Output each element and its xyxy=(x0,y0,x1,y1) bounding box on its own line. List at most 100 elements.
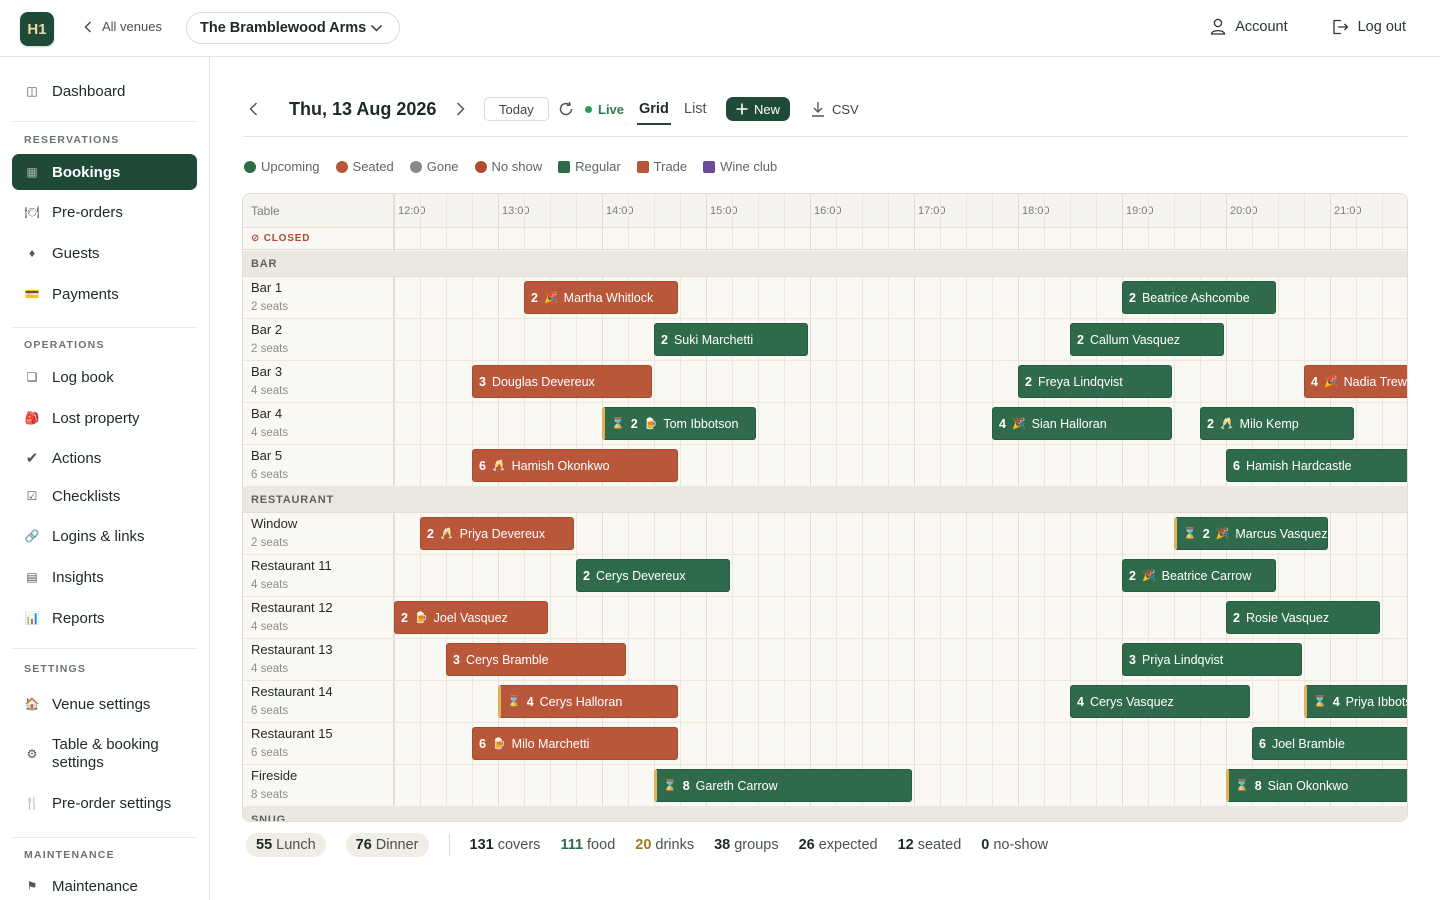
sidebar-item-pre-orders[interactable]: 🍽 Pre-orders xyxy=(12,200,197,224)
booking-block[interactable]: ⌛ 4 Priya Ibbotson xyxy=(1304,685,1407,718)
booking-block[interactable]: ⌛ 4 Cerys Halloran xyxy=(498,685,678,718)
booking-block[interactable]: 3 Cerys Bramble xyxy=(446,643,626,676)
booking-block[interactable]: 2 🥂 Milo Kemp xyxy=(1200,407,1354,440)
section-label-settings: SETTINGS xyxy=(24,663,87,675)
booking-block[interactable]: 2 Suki Marchetti xyxy=(654,323,808,356)
table-name: Restaurant 11 xyxy=(251,558,332,573)
cutlery-icon: 🍴 xyxy=(24,796,40,810)
sidebar-item-log-book[interactable]: ❏ Log book xyxy=(12,365,197,389)
logout-button[interactable]: Log out xyxy=(1332,18,1406,35)
sidebar-item-label: Dashboard xyxy=(52,82,126,100)
tab-grid[interactable]: Grid xyxy=(637,93,671,125)
booking-block[interactable]: 4 🎉 Nadia Trewin xyxy=(1304,365,1407,398)
log-book-icon: ❏ xyxy=(26,370,38,384)
legend-label: Trade xyxy=(653,159,688,174)
legend-label: Seated xyxy=(352,159,394,174)
grid-header: Table 12:00 13:00 14:00 15:00 16:00 17:00 18:0… xyxy=(243,194,1407,228)
prev-day-button[interactable] xyxy=(249,93,269,125)
booking-block[interactable]: 2 🎉 Beatrice Carrow xyxy=(1122,559,1276,592)
sidebar-item-guests[interactable]: ♦ Guests xyxy=(12,241,197,265)
sidebar-item-bookings[interactable]: ▦ Bookings xyxy=(12,154,197,190)
booking-block[interactable]: 4 🎉 Sian Halloran xyxy=(992,407,1172,440)
booking-guest-name: Milo Marchetti xyxy=(511,736,590,751)
dinner-covers-pill[interactable]: 76 Dinner xyxy=(345,833,429,857)
sidebar-item-label: Maintenance xyxy=(52,877,138,895)
csv-download-button[interactable]: CSV xyxy=(811,93,859,125)
sidebar-item-checklists[interactable]: ☑ Checklists xyxy=(12,484,197,508)
booking-block[interactable]: 3 Priya Lindqvist xyxy=(1122,643,1302,676)
booking-block[interactable]: ⌛ 2 🍺 Tom Ibbotson xyxy=(602,407,756,440)
sidebar-item-dashboard[interactable]: ◫ Dashboard xyxy=(12,79,197,103)
booking-block[interactable]: ⌛ 2 🎉 Marcus Vasquez xyxy=(1174,517,1328,550)
insights-icon: ▤ xyxy=(26,570,38,584)
booking-covers: 4 xyxy=(526,694,534,709)
venue-select[interactable]: The Bramblewood Arms xyxy=(186,12,400,44)
booking-block[interactable]: 2 Beatrice Ashcombe xyxy=(1122,281,1276,314)
table-row: Window 2 seats 2 🥂 Priya Devereux ⌛ 2 🎉 Marcus V… xyxy=(243,513,1407,555)
dinner-value: 76 xyxy=(355,837,372,853)
hour-label: 20:00 xyxy=(1230,205,1258,217)
sidebar-item-lost-property[interactable]: 🎒 Lost property xyxy=(12,406,197,430)
drinks-label: drinks xyxy=(655,837,695,853)
drinks-stat: 20 drinks xyxy=(635,837,694,853)
lunch-covers-pill[interactable]: 55 Lunch xyxy=(246,833,326,857)
check-icon: ✔ xyxy=(25,450,39,467)
booking-block[interactable]: 2 🎉 Martha Whitlock xyxy=(524,281,678,314)
dinner-label: Dinner xyxy=(375,837,419,853)
booking-block[interactable]: 2 🍺 Joel Vasquez xyxy=(394,601,548,634)
sidebar-item-venue-settings[interactable]: 🏠 Venue settings xyxy=(12,692,197,716)
booking-block[interactable]: 2 Cerys Devereux xyxy=(576,559,730,592)
booking-block[interactable]: 6 Joel Bramble xyxy=(1252,727,1407,760)
chevron-left-icon xyxy=(84,20,92,33)
today-button[interactable]: Today xyxy=(484,97,549,121)
booking-guest-name: Priya Devereux xyxy=(459,526,546,541)
sidebar-divider xyxy=(12,327,197,328)
tab-list[interactable]: List xyxy=(684,101,707,117)
table-row: Bar 1 2 seats 2 🎉 Martha Whitlock 2 Beatrice A… xyxy=(243,277,1407,319)
sidebar-item-label: Reports xyxy=(52,609,105,627)
sidebar-item-insights[interactable]: ▤ Insights xyxy=(12,565,197,589)
booking-block[interactable]: 2 Callum Vasquez xyxy=(1070,323,1224,356)
table-seats: 4 seats xyxy=(251,621,289,633)
account-button[interactable]: Account xyxy=(1210,18,1288,35)
booking-covers: 3 xyxy=(453,652,460,667)
legend-label: Regular xyxy=(575,159,621,174)
refresh-button[interactable] xyxy=(558,93,576,125)
booking-block[interactable]: 6 🍺 Milo Marchetti xyxy=(472,727,678,760)
booking-block[interactable]: 4 Cerys Vasquez xyxy=(1070,685,1250,718)
no-show-stat: 0 no-show xyxy=(981,837,1048,853)
booking-guest-name: Martha Whitlock xyxy=(563,290,654,305)
booking-block[interactable]: 6 Hamish Hardcastle xyxy=(1226,449,1407,482)
sidebar-item-actions[interactable]: ✔ Actions xyxy=(12,446,197,470)
sidebar-item-pre-order-settings[interactable]: 🍴 Pre-order settings xyxy=(12,791,197,815)
booking-guest-name: Callum Vasquez xyxy=(1089,332,1181,347)
sidebar-item-reports[interactable]: 📊 Reports xyxy=(12,606,197,630)
sidebar-item-payments[interactable]: 💳 Payments xyxy=(12,282,197,306)
next-day-button[interactable] xyxy=(456,93,476,125)
table-seats: 6 seats xyxy=(251,705,289,717)
booking-block[interactable]: 2 Freya Lindqvist xyxy=(1018,365,1172,398)
all-venues-label: All venues xyxy=(102,19,162,34)
bar-chart-icon: 📊 xyxy=(24,611,40,625)
dashboard-icon: ◫ xyxy=(26,84,38,98)
booking-covers: 2 xyxy=(1129,290,1136,305)
booking-block[interactable]: 2 🥂 Priya Devereux xyxy=(420,517,574,550)
booking-occasion-icon: 🥂 xyxy=(1219,418,1234,430)
booking-guest-name: Gareth Carrow xyxy=(695,778,778,793)
new-booking-button[interactable]: New xyxy=(726,97,791,121)
table-seats: 2 seats xyxy=(251,537,289,549)
booking-occasion-icon: 🍺 xyxy=(491,738,506,750)
app-logo[interactable]: H1 xyxy=(20,12,54,46)
all-venues-link[interactable]: All venues xyxy=(84,19,162,34)
hour-label: 12:00 xyxy=(398,205,426,217)
booking-block[interactable]: 2 Rosie Vasquez xyxy=(1226,601,1380,634)
section-label: RESTAURANT xyxy=(251,494,334,506)
sidebar-item-maintenance[interactable]: ⚑ Maintenance xyxy=(12,874,197,898)
booking-block[interactable]: 3 Douglas Devereux xyxy=(472,365,652,398)
table-row: Fireside 8 seats ⌛ 8 Gareth Carrow ⌛ 8 Sian Oko… xyxy=(243,765,1407,807)
booking-block[interactable]: ⌛ 8 Sian Okonkwo xyxy=(1226,769,1407,802)
booking-block[interactable]: ⌛ 8 Gareth Carrow xyxy=(654,769,912,802)
sidebar-item-logins-links[interactable]: 🔗 Logins & links xyxy=(12,524,197,548)
sidebar-item-table-booking-settings[interactable]: ⚙ Table & booking settings xyxy=(12,735,197,773)
booking-block[interactable]: 6 🥂 Hamish Okonkwo xyxy=(472,449,678,482)
